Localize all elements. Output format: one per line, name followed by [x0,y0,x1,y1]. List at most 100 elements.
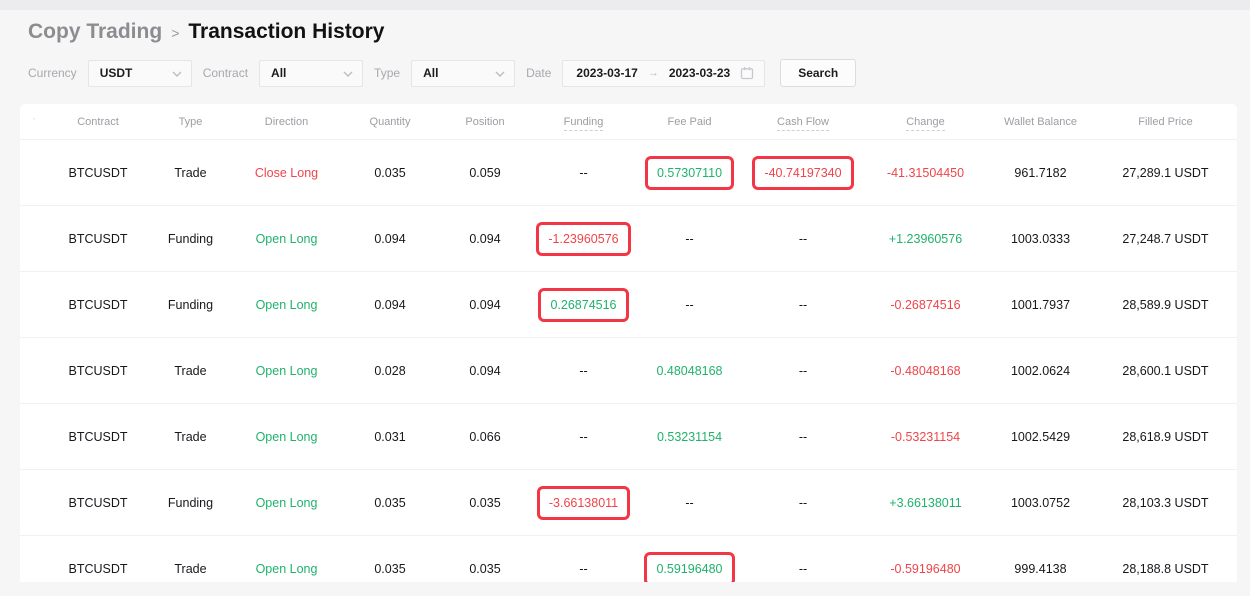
type-select[interactable]: All [411,59,516,87]
cell-cash-flow: -- [798,429,808,444]
column-header-corner: ˊ [32,116,36,127]
cell-direction: Open Long [255,363,318,378]
cell-contract: BTCUSDT [68,165,128,180]
cell-change: +3.66138011 [889,495,962,510]
cell-funding: -- [579,429,588,444]
cell-quantity: 0.035 [374,165,406,180]
cell-type: Funding [167,297,214,312]
cell-change: +1.23960576 [888,231,963,246]
cell-type: Funding [167,231,214,246]
search-button[interactable]: Search [780,59,857,87]
cell-direction: Close Long [254,165,319,180]
cell-filled-price: 27,289.1 USDT [1122,165,1209,180]
cell-position: 0.059 [469,165,501,180]
cell-contract: BTCUSDT [68,231,128,246]
column-header-contract: Contract [77,115,119,128]
breadcrumb: Copy Trading > Transaction History [0,10,1250,44]
column-header-direction: Direction [264,115,309,128]
cell-wallet-balance: 1003.0333 [1010,231,1071,246]
table-row: BTCUSDT Trade Open Long 0.035 0.035 -- 0.59196… [20,535,1237,582]
cell-wallet-balance: 1002.5429 [1010,429,1071,444]
cell-change: -0.26874516 [890,297,961,312]
date-label: Date [526,66,552,80]
annotation-highlight-box: -3.66138011 [536,485,631,520]
cell-type: Trade [174,429,207,444]
breadcrumb-separator-icon: > [171,25,180,41]
cell-quantity: 0.028 [374,363,406,378]
column-header-type: Type [178,115,203,128]
page-title: Transaction History [188,20,385,43]
date-start-value: 2023-03-17 [576,66,638,80]
cell-fee-paid: 0.53231154 [656,429,723,444]
calendar-icon[interactable] [740,66,754,80]
cell-direction: Open Long [255,495,318,510]
top-band [0,0,1250,10]
cell-fee-paid: 0.57307110 [637,155,742,190]
cell-fee-paid: -- [685,297,694,312]
cell-type: Funding [167,495,214,510]
cell-funding: -3.66138011 [530,485,637,520]
column-header-cash-flow: Cash Flow [742,115,864,131]
table-row: BTCUSDT Trade Open Long 0.028 0.094 -- 0.48048… [20,337,1237,403]
contract-select[interactable]: All [259,59,364,87]
cell-position: 0.094 [469,363,501,378]
cell-wallet-balance: 1003.0752 [1010,495,1071,510]
cell-change: -0.59196480 [890,561,961,576]
filter-bar: Currency USDT Contract All Type All Date… [0,44,1250,87]
cell-direction: Open Long [255,561,318,576]
cell-direction: Open Long [255,429,318,444]
cell-cash-flow: -- [798,231,808,246]
table-body: BTCUSDT Trade Close Long 0.035 0.059 -- 0.5730… [20,139,1237,582]
cell-change: -0.48048168 [890,363,961,378]
cell-type: Trade [174,363,207,378]
cell-funding: -1.23960576 [530,221,637,256]
cell-position: 0.035 [469,561,501,576]
cell-position: 0.094 [469,231,501,246]
column-header-wallet-balance: Wallet Balance [1004,115,1077,128]
cell-position: 0.094 [469,297,501,312]
column-header-change: Change [864,115,987,131]
column-header-fee-paid: Fee Paid [667,115,712,128]
table-row: BTCUSDT Funding Open Long 0.094 0.094 -1.2396… [20,205,1237,271]
date-end-value: 2023-03-23 [668,66,731,80]
table-row: BTCUSDT Funding Open Long 0.035 0.035 -3.6613… [20,469,1237,535]
cell-wallet-balance: 1002.0624 [1010,363,1071,378]
cell-fee-paid: -- [685,495,694,510]
chevron-down-icon [172,64,182,82]
table-header-row: ˊ Contract Type Direction Quantity Position Fu… [20,104,1237,139]
cell-wallet-balance: 999.4138 [1014,561,1067,576]
chevron-down-icon [343,64,353,82]
date-range-input[interactable]: 2023-03-17 → 2023-03-23 [562,59,766,87]
column-header-funding: Funding [530,115,637,131]
cell-change: -41.31504450 [886,165,965,180]
cell-cash-flow: -40.74197340 [742,155,864,190]
cell-position: 0.035 [469,495,501,510]
table-row: BTCUSDT Funding Open Long 0.094 0.094 0.26874… [20,271,1237,337]
cell-filled-price: 28,188.8 USDT [1122,561,1209,576]
annotation-highlight-box: 0.57307110 [644,155,735,190]
breadcrumb-copy-trading[interactable]: Copy Trading [28,20,163,43]
cell-funding: -- [579,561,588,576]
cell-wallet-balance: 1001.7937 [1010,297,1071,312]
cell-type: Trade [174,165,207,180]
cell-fee-paid: -- [685,231,694,246]
cell-quantity: 0.031 [374,429,406,444]
column-header-filled-price: Filled Price [1138,115,1193,128]
chevron-down-icon [495,64,505,82]
cell-cash-flow: -- [798,297,808,312]
annotation-highlight-box: -1.23960576 [536,221,631,256]
cell-funding: -- [579,165,588,180]
cell-quantity: 0.094 [374,231,406,246]
annotation-highlight-box: -40.74197340 [752,155,854,190]
type-select-value: All [423,66,439,80]
cell-contract: BTCUSDT [68,363,128,378]
currency-select[interactable]: USDT [87,59,192,87]
column-header-quantity: Quantity [369,115,411,128]
date-range-arrow-icon: → [647,67,659,79]
cell-filled-price: 28,600.1 USDT [1122,363,1209,378]
cell-wallet-balance: 961.7182 [1014,165,1067,180]
cell-contract: BTCUSDT [68,429,128,444]
cell-filled-price: 28,589.9 USDT [1122,297,1209,312]
table-row: BTCUSDT Trade Close Long 0.035 0.059 -- 0.5730… [20,139,1237,205]
cell-cash-flow: -- [798,495,808,510]
